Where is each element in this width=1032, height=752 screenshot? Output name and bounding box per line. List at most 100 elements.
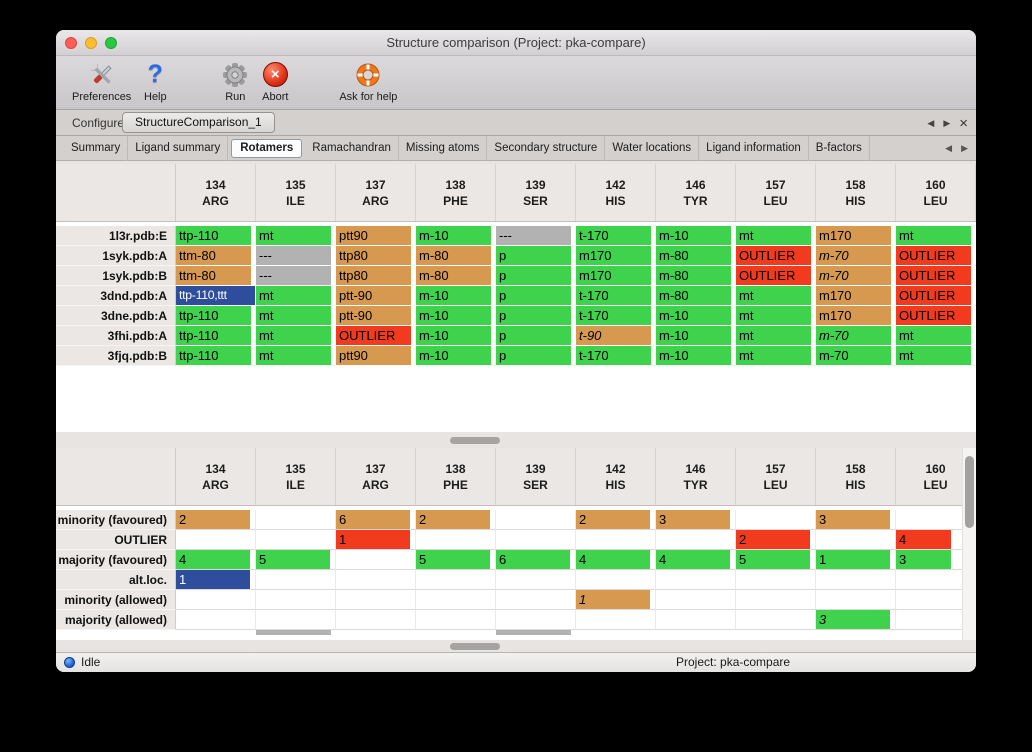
rotamer-cell[interactable]: t-170	[576, 226, 656, 246]
rotamer-cell[interactable]: t-170	[576, 286, 656, 306]
count-cell[interactable]	[736, 510, 816, 530]
rotamer-cell[interactable]: m-80	[656, 246, 736, 266]
count-cell[interactable]	[336, 570, 416, 590]
count-cell[interactable]: 2	[416, 510, 496, 530]
count-cell[interactable]	[496, 590, 576, 610]
rotamer-cell[interactable]: ---	[256, 246, 336, 266]
row-label[interactable]: alt.loc.	[56, 570, 176, 590]
count-cell[interactable]	[176, 590, 256, 610]
row-label[interactable]: 1syk.pdb:A	[56, 246, 176, 266]
tab-nav-next-icon[interactable]: ▶	[943, 117, 951, 128]
tab-close-icon[interactable]: ×	[959, 114, 968, 132]
count-cell[interactable]	[416, 530, 496, 550]
count-cell[interactable]	[656, 530, 736, 550]
subtab-ligand-information[interactable]: Ligand information	[699, 135, 809, 161]
rotamer-cell[interactable]: OUTLIER	[736, 266, 816, 286]
rotamer-cell[interactable]: m-10	[416, 346, 496, 366]
rotamer-cell[interactable]: mt	[256, 306, 336, 326]
subtab-nav-prev-icon[interactable]: ◀	[945, 142, 953, 153]
rotamer-cell[interactable]: ttp-110	[176, 306, 256, 326]
rotamer-cell[interactable]: p	[496, 246, 576, 266]
count-cell[interactable]: 2	[176, 510, 256, 530]
rotamer-cell[interactable]: p	[496, 286, 576, 306]
column-header-139[interactable]: 139 SER	[496, 164, 576, 221]
rotamer-cell[interactable]: t-170	[576, 306, 656, 326]
column-header-158[interactable]: 158 HIS	[816, 448, 896, 505]
count-cell[interactable]: 6	[496, 550, 576, 570]
count-cell[interactable]	[416, 570, 496, 590]
column-header-158[interactable]: 158 HIS	[816, 164, 896, 221]
row-label[interactable]: 1l3r.pdb:E	[56, 226, 176, 246]
splitter-handle[interactable]	[450, 643, 500, 650]
rotamer-cell[interactable]: p	[496, 306, 576, 326]
count-cell[interactable]	[496, 530, 576, 550]
count-cell[interactable]	[416, 590, 496, 610]
column-header-135[interactable]: 135 ILE	[256, 164, 336, 221]
column-header-146[interactable]: 146 TYR	[656, 448, 736, 505]
count-cell[interactable]	[736, 570, 816, 590]
column-header-134[interactable]: 134 ARG	[176, 448, 256, 505]
rotamer-cell[interactable]: m-10	[656, 226, 736, 246]
minimize-button[interactable]	[85, 37, 97, 49]
row-label[interactable]: 3dne.pdb:A	[56, 306, 176, 326]
count-cell[interactable]: 3	[816, 610, 896, 630]
column-header-138[interactable]: 138 PHE	[416, 164, 496, 221]
rotamer-cell[interactable]: p	[496, 346, 576, 366]
column-header-160[interactable]: 160 LEU	[896, 164, 976, 221]
count-cell[interactable]	[576, 570, 656, 590]
count-cell[interactable]: 6	[336, 510, 416, 530]
count-cell[interactable]	[656, 590, 736, 610]
count-cell[interactable]	[656, 610, 736, 630]
count-cell[interactable]	[176, 610, 256, 630]
count-cell[interactable]	[256, 610, 336, 630]
rotamer-cell[interactable]: m-80	[656, 266, 736, 286]
subtab-missing-atoms[interactable]: Missing atoms	[399, 135, 488, 161]
run-button[interactable]: Run	[215, 59, 255, 103]
count-cell[interactable]: 1	[816, 550, 896, 570]
row-label[interactable]: 1syk.pdb:B	[56, 266, 176, 286]
rotamer-cell[interactable]: ttp80	[336, 246, 416, 266]
count-cell[interactable]	[656, 570, 736, 590]
count-cell[interactable]	[336, 590, 416, 610]
count-cell[interactable]	[816, 590, 896, 610]
column-header-134[interactable]: 134 ARG	[176, 164, 256, 221]
tab-nav-prev-icon[interactable]: ◀	[927, 117, 935, 128]
count-cell[interactable]	[576, 530, 656, 550]
tab-structurecomparison-1[interactable]: StructureComparison_1	[122, 112, 275, 133]
count-cell[interactable]	[576, 610, 656, 630]
count-cell[interactable]	[496, 610, 576, 630]
rotamer-cell[interactable]: ttm-80	[176, 266, 256, 286]
count-cell[interactable]: 3	[656, 510, 736, 530]
rotamer-cell[interactable]: mt	[736, 306, 816, 326]
rotamer-cell[interactable]: OUTLIER	[736, 246, 816, 266]
count-cell[interactable]: 4	[176, 550, 256, 570]
rotamer-cell[interactable]: ---	[256, 266, 336, 286]
rotamer-cell[interactable]: m-10	[416, 306, 496, 326]
tab-configure[interactable]: Configure	[72, 116, 125, 130]
rotamer-cell[interactable]: m-10	[416, 286, 496, 306]
count-cell[interactable]: 5	[416, 550, 496, 570]
count-cell[interactable]	[736, 590, 816, 610]
rotamer-cell[interactable]: mt	[736, 326, 816, 346]
count-cell[interactable]	[256, 570, 336, 590]
rotamer-cell[interactable]: m170	[816, 226, 896, 246]
count-cell[interactable]	[256, 510, 336, 530]
count-cell[interactable]: 4	[576, 550, 656, 570]
rotamer-cell[interactable]: ptt90	[336, 346, 416, 366]
count-cell[interactable]	[496, 570, 576, 590]
rotamer-cell[interactable]: mt	[256, 286, 336, 306]
rotamer-cell[interactable]: OUTLIER	[896, 266, 976, 286]
count-cell[interactable]: 1	[336, 530, 416, 550]
rotamer-cell[interactable]: m170	[576, 246, 656, 266]
column-header-157[interactable]: 157 LEU	[736, 448, 816, 505]
rotamer-cell[interactable]: mt	[896, 226, 976, 246]
subtab-rotamers[interactable]: Rotamers	[231, 138, 303, 158]
rotamer-cell[interactable]: ttp-110	[176, 226, 256, 246]
rotamer-cell[interactable]: m-80	[416, 246, 496, 266]
rotamer-cell[interactable]: m170	[576, 266, 656, 286]
count-cell[interactable]	[256, 530, 336, 550]
rotamer-cell[interactable]: OUTLIER	[336, 326, 416, 346]
rotamer-cell[interactable]: m170	[816, 306, 896, 326]
rotamer-cell[interactable]: ttp80	[336, 266, 416, 286]
subtab-b-factors[interactable]: B-factors	[809, 135, 870, 161]
